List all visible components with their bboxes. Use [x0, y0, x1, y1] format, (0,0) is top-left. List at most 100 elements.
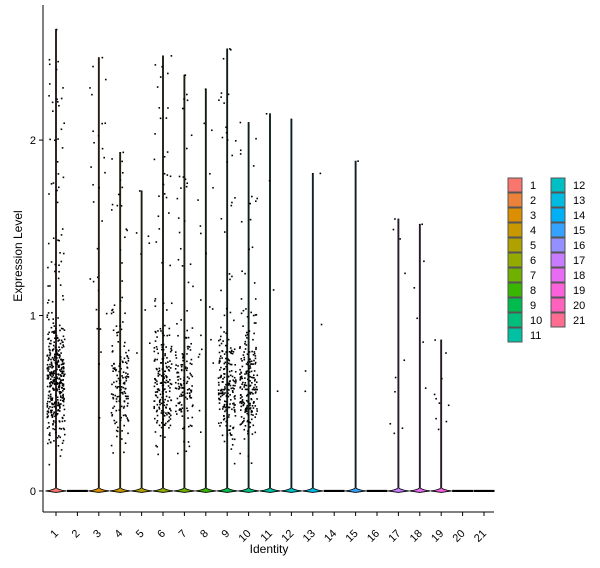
data-point-10 — [242, 325, 244, 328]
data-point-3 — [90, 166, 92, 168]
data-point-6 — [155, 241, 158, 243]
data-point-7 — [188, 388, 191, 390]
data-point-3 — [92, 280, 95, 283]
data-point-7 — [176, 371, 178, 374]
data-point-10 — [240, 402, 243, 405]
data-point-1 — [55, 353, 57, 356]
data-point-7 — [186, 407, 188, 410]
data-point-19 — [445, 352, 447, 354]
data-point-9 — [225, 351, 227, 353]
data-point-5 — [140, 253, 142, 255]
data-point-6 — [165, 391, 167, 393]
data-point-7 — [190, 358, 193, 361]
data-point-1 — [50, 371, 53, 373]
violin-layer — [45, 29, 495, 493]
data-point-6 — [158, 367, 161, 370]
data-point-10 — [250, 391, 253, 394]
data-point-7 — [176, 197, 179, 200]
data-point-7 — [184, 178, 187, 181]
data-point-7 — [184, 74, 186, 77]
data-point-6 — [163, 401, 165, 404]
data-point-1 — [46, 410, 49, 413]
data-point-6 — [165, 375, 167, 377]
data-point-7 — [178, 231, 181, 234]
data-point-7 — [177, 379, 179, 381]
data-point-4 — [122, 407, 125, 409]
data-point-1 — [61, 382, 64, 385]
data-point-4 — [120, 416, 122, 419]
data-point-1 — [51, 331, 53, 333]
data-point-6 — [167, 107, 169, 109]
data-point-1 — [60, 391, 63, 394]
data-point-4 — [123, 345, 126, 348]
data-point-3 — [100, 351, 102, 353]
data-point-6 — [159, 117, 162, 120]
data-point-10 — [240, 358, 243, 360]
data-point-1 — [46, 413, 49, 415]
data-point-7 — [180, 364, 183, 366]
data-point-7 — [186, 329, 189, 332]
data-point-10 — [241, 360, 243, 362]
data-point-7 — [181, 265, 184, 267]
data-point-1 — [58, 264, 60, 267]
data-point-9 — [222, 418, 225, 421]
data-point-7 — [177, 334, 179, 337]
data-point-9 — [228, 406, 230, 409]
data-point-7 — [176, 322, 178, 325]
data-point-9 — [225, 357, 227, 360]
data-point-7 — [182, 379, 185, 382]
data-point-10 — [239, 368, 241, 371]
data-point-3 — [105, 312, 108, 315]
data-point-1 — [54, 383, 56, 386]
data-point-10 — [244, 388, 247, 391]
data-point-7 — [187, 347, 189, 350]
data-point-1 — [49, 351, 51, 354]
legend-key-6 — [507, 252, 523, 268]
data-point-9 — [233, 388, 235, 390]
data-point-1 — [61, 228, 64, 230]
data-point-9 — [231, 390, 234, 392]
data-point-9 — [223, 331, 225, 333]
data-point-6 — [155, 444, 157, 447]
data-point-4 — [118, 379, 121, 382]
data-point-4 — [116, 395, 119, 398]
data-point-9 — [227, 362, 230, 365]
data-point-8 — [210, 338, 212, 341]
data-point-1 — [47, 411, 50, 414]
data-point-9 — [230, 448, 233, 450]
legend-key-18 — [550, 267, 566, 283]
data-point-6 — [163, 377, 165, 380]
data-point-10 — [239, 121, 242, 124]
data-point-1 — [46, 354, 49, 357]
data-point-9 — [234, 370, 237, 373]
data-point-1 — [47, 400, 49, 403]
data-point-6 — [162, 379, 164, 381]
data-point-10 — [249, 367, 252, 369]
data-point-8 — [203, 122, 206, 125]
data-point-3 — [101, 122, 103, 125]
data-point-1 — [58, 427, 61, 430]
legend-key-16 — [550, 237, 566, 253]
data-point-1 — [59, 284, 62, 286]
data-point-7 — [189, 424, 192, 427]
data-point-6 — [162, 357, 165, 359]
data-point-10 — [249, 407, 252, 409]
data-point-9 — [226, 416, 229, 419]
data-point-10 — [254, 355, 257, 357]
data-point-10 — [241, 383, 243, 386]
data-point-1 — [57, 277, 60, 280]
data-point-9 — [221, 136, 224, 139]
data-point-10 — [239, 401, 241, 404]
data-point-1 — [47, 356, 50, 359]
data-point-10 — [252, 376, 254, 379]
data-point-6 — [163, 414, 166, 417]
data-point-9 — [229, 384, 232, 387]
data-point-1 — [62, 370, 65, 373]
data-point-7 — [186, 380, 189, 383]
data-point-4 — [121, 360, 124, 363]
data-point-7 — [189, 389, 192, 392]
legend-label-9: 9 — [530, 300, 536, 312]
violin-8 — [195, 88, 217, 493]
data-point-7 — [189, 349, 192, 351]
data-point-6 — [164, 353, 166, 355]
